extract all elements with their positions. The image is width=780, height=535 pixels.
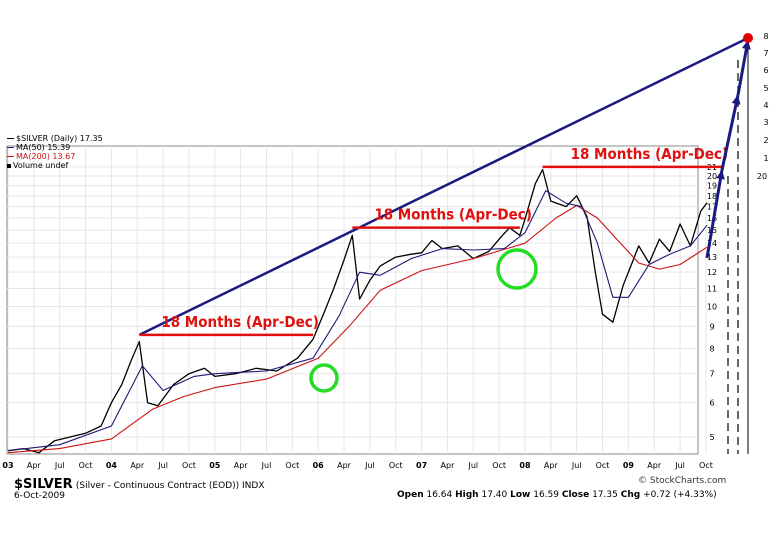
open-label: Open — [397, 490, 424, 500]
x-tick-label: 05 — [209, 461, 221, 470]
high-label: High — [455, 490, 479, 500]
y-tick-label: 7 — [709, 370, 714, 379]
extension-tick-label: 6 — [763, 66, 768, 75]
watermark: © StockCharts.com — [638, 476, 727, 486]
footer-description: (Silver - Continuous Contract (EOD)) IND… — [75, 481, 265, 491]
x-tick-label: Apr — [234, 461, 249, 470]
projection-arrow — [736, 39, 750, 96]
y-tick-label: 18 — [707, 192, 717, 201]
annotation-layer: 18 Months (Apr-Dec) 18 Months (Apr-Dec) 18… — [138, 33, 753, 393]
trendline — [138, 36, 749, 337]
x-tick-label: Apr — [27, 461, 42, 470]
y-tick-label: 20 — [707, 172, 717, 181]
series-layer — [7, 168, 708, 454]
extension-tick-label: 20 — [757, 172, 767, 181]
x-tick-label: Jul — [364, 461, 375, 470]
x-tick-label: Jul — [54, 461, 65, 470]
chg-value: +0.72 (+4.33%) — [643, 490, 717, 500]
target-dot — [743, 33, 753, 43]
x-tick-label: Oct — [182, 461, 196, 470]
y-tick-label: 9 — [709, 322, 714, 331]
extension-tick-label: 8 — [763, 32, 768, 41]
x-tick-label: Oct — [79, 461, 93, 470]
y-tick-label: 5 — [709, 433, 714, 442]
x-tick-label: Jul — [157, 461, 168, 470]
x-tick-label: 09 — [623, 461, 635, 470]
series-ma-50- — [7, 190, 708, 452]
breakout-circle — [496, 248, 538, 290]
extension-tick-label: 2 — [763, 136, 768, 145]
close-label: Close — [561, 490, 590, 500]
x-tick-label: Jul — [571, 461, 582, 470]
ohlc-line: Open 16.64 High 17.40 Low 16.59 Close 17… — [397, 490, 717, 500]
extension-tick-label: 5 — [763, 84, 768, 93]
extension-tick-label: 1 — [763, 154, 768, 163]
legend-volume: Volume undef — [7, 161, 103, 170]
x-tick-label: Jul — [674, 461, 685, 470]
x-tick-label: Apr — [130, 461, 145, 470]
x-tick-label: 03 — [2, 461, 13, 470]
legend-title: $SILVER (Daily) 17.35 — [7, 134, 103, 143]
legend-ma200: MA(200) 13.67 — [7, 152, 103, 161]
extension-tick-label: 4 — [763, 101, 768, 110]
x-tick-label: Apr — [544, 461, 559, 470]
x-tick-label: 07 — [416, 461, 427, 470]
low-value: 16.59 — [533, 490, 559, 500]
x-tick-label: Oct — [699, 461, 713, 470]
x-tick-label: Apr — [647, 461, 662, 470]
arrow-head — [716, 170, 725, 180]
x-tick-label: 06 — [313, 461, 325, 470]
extension-axis: 20 1 2 3 4 5 6 7 8 — [727, 32, 769, 454]
extension-tick-label: 3 — [763, 118, 768, 127]
legend: $SILVER (Daily) 17.35 MA(50) 15.39 MA(20… — [7, 134, 103, 170]
x-axis-ticks: 03 Apr Jul Oct 04 Apr Jul Oct 05 Apr Jul Oct 06 Apr Ju… — [2, 461, 712, 470]
x-tick-label: Jul — [467, 461, 478, 470]
footer-date: 6-Oct-2009 — [14, 491, 65, 501]
x-tick-label: Apr — [337, 461, 352, 470]
x-tick-label: Oct — [596, 461, 610, 470]
series--silver — [7, 168, 708, 454]
projection-arrow — [705, 169, 724, 259]
open-value: 16.64 — [426, 490, 453, 500]
y-tick-label: 10 — [707, 303, 717, 312]
y-tick-label: 8 — [709, 345, 714, 354]
footer-symbol-line: $SILVER (Silver - Continuous Contract (E… — [14, 477, 265, 492]
x-tick-label: Oct — [389, 461, 403, 470]
y-tick-label: 17 — [707, 203, 717, 212]
x-tick-label: Jul — [261, 461, 272, 470]
y-tick-label: 14 — [707, 239, 717, 248]
legend-ma50: MA(50) 15.39 — [7, 143, 103, 152]
extension-tick-label: 7 — [763, 49, 768, 58]
annotation-label: 18 Months (Apr-Dec) — [374, 206, 532, 224]
x-tick-label: 04 — [106, 461, 118, 470]
y-tick-label: 12 — [707, 268, 717, 277]
y-tick-label: 13 — [707, 253, 717, 262]
series-ma-200- — [7, 204, 708, 454]
x-tick-label: Oct — [285, 461, 299, 470]
arrow-head — [731, 95, 741, 105]
x-tick-label: 08 — [519, 461, 531, 470]
chg-label: Chg — [620, 490, 641, 500]
x-tick-label: Apr — [441, 461, 456, 470]
annotation-label: 18 Months (Apr-Dec) — [161, 313, 319, 331]
y-tick-label: 19 — [707, 182, 717, 191]
close-value: 17.35 — [592, 490, 618, 500]
projection-arrow — [720, 94, 740, 171]
y-tick-label: 6 — [709, 399, 714, 408]
breakout-circle — [309, 363, 339, 393]
annotation-label: 18 Months (Apr-Dec) — [571, 145, 729, 163]
x-tick-label: Oct — [492, 461, 506, 470]
y-tick-label: 11 — [707, 285, 717, 294]
high-value: 17.40 — [481, 490, 508, 500]
y-tick-label: 16 — [707, 214, 717, 223]
plot-area — [6, 145, 699, 455]
low-label: Low — [510, 490, 531, 500]
footer-symbol: $SILVER — [14, 477, 73, 492]
